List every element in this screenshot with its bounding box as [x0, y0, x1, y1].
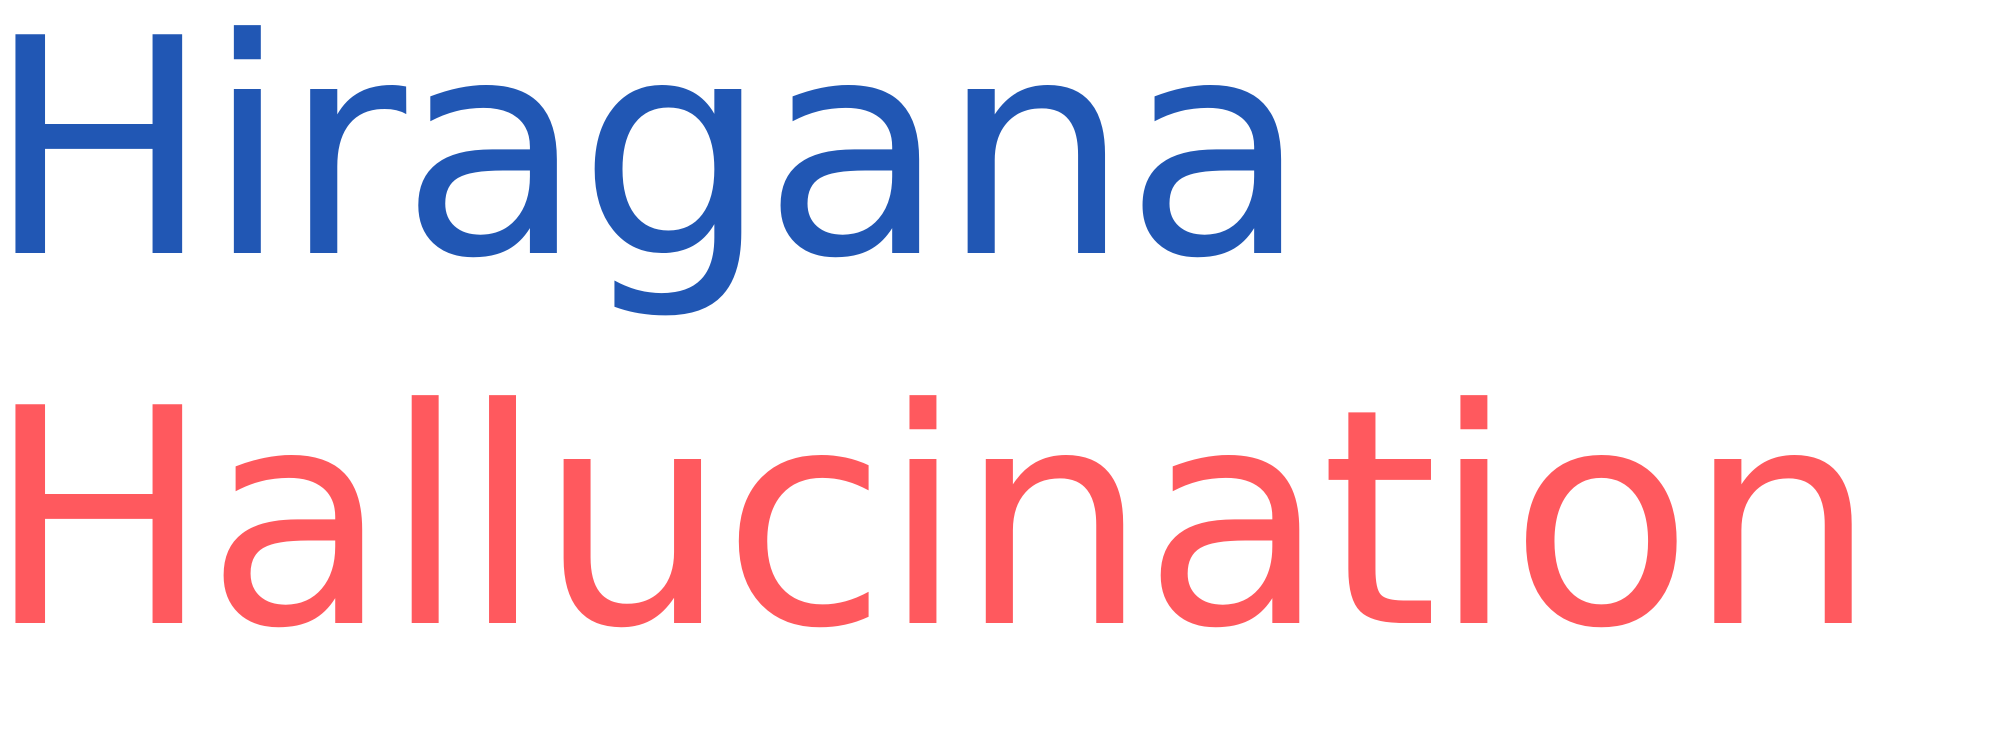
- wordmark-line-hiragana: Hiragana: [0, 0, 1308, 324]
- wordmark-line-hallucination: Hallucination: [0, 345, 1877, 694]
